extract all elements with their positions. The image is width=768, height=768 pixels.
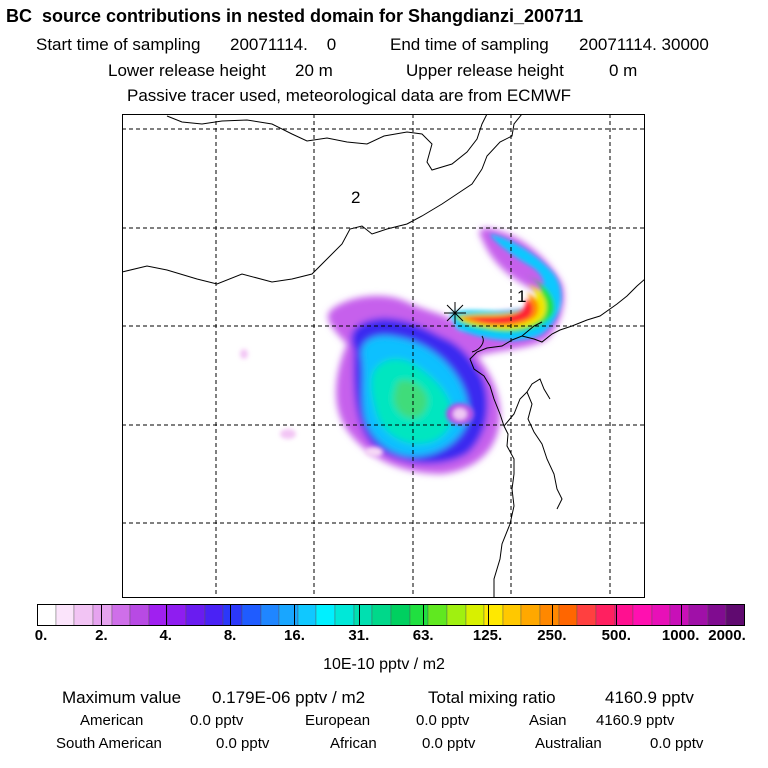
colorbar-cell (595, 604, 616, 626)
map-frame (122, 114, 645, 598)
total-mixing-value: 4160.9 pptv (605, 688, 694, 707)
colorbar-tick-label: 2. (95, 627, 108, 644)
region-label-2: 2 (351, 188, 360, 207)
colorbar-tick-label: 250. (537, 627, 567, 644)
end-time-label: End time of sampling (390, 35, 549, 54)
colorbar-cell (390, 604, 411, 626)
colorbar-cell (297, 604, 317, 626)
colorbar-cell (651, 604, 671, 626)
region-label-1: 1 (517, 287, 526, 306)
start-time-value: 20071114. 0 (230, 35, 337, 54)
colorbar-cell (204, 604, 224, 626)
colorbar-cell (241, 604, 262, 626)
end-time-value: 20071114. 30000 (579, 35, 709, 54)
plot-title: BC source contributions in nested domain… (6, 6, 584, 26)
colorbar-cell (427, 604, 448, 626)
start-time-label: Start time of sampling (36, 35, 201, 54)
colorbar-cell (576, 604, 597, 626)
colorbar-cell (92, 604, 113, 626)
colorbar-cell (725, 604, 745, 626)
african-value: 0.0 pptv (422, 735, 476, 752)
colorbar-tick-label: 500. (601, 627, 631, 644)
colorbar-major-dividers (101, 604, 682, 626)
colorbar-cell (539, 604, 560, 626)
colorbar-cell (111, 604, 131, 626)
colorbar-cell (334, 604, 355, 626)
colorbar-cell (278, 604, 299, 626)
colorbar-cell (260, 604, 280, 626)
lat-lon-gridlines (122, 114, 645, 598)
colorbar-cell (315, 604, 336, 626)
concentration-field (240, 228, 564, 474)
african-label: African (330, 735, 377, 752)
colorbar-cell (129, 604, 150, 626)
colorbar-cells (37, 604, 745, 626)
european-value: 0.0 pptv (416, 712, 470, 729)
colorbar-cell (73, 604, 94, 626)
australian-value: 0.0 pptv (650, 735, 704, 752)
asian-label: Asian (529, 712, 567, 729)
colorbar-cell (37, 604, 57, 626)
colorbar (37, 604, 745, 626)
american-value: 0.0 pptv (190, 712, 244, 729)
colorbar-cell (614, 604, 634, 626)
colorbar-cell (353, 604, 373, 626)
colorbar-tick-label: 1000. (661, 627, 700, 644)
colorbar-cell (483, 604, 504, 626)
colorbar-tick-label: 16. (284, 627, 305, 644)
receptor-site-marker (444, 302, 466, 324)
colorbar-cell (185, 604, 206, 626)
tracer-note: Passive tracer used, meteorological data… (127, 86, 572, 105)
colorbar-cell (707, 604, 727, 626)
colorbar-tick-label: 125. (472, 627, 503, 644)
lower-height-value: 20 m (295, 61, 333, 80)
colorbar-tick-label: 4. (159, 627, 172, 644)
colorbar-tick-label: 8. (223, 627, 237, 644)
colorbar-tick-label: 2000. (708, 627, 746, 644)
australian-label: Australian (535, 735, 602, 752)
colorbar-cell (371, 604, 392, 626)
colorbar-cell (669, 604, 690, 626)
colorbar-frame (37, 604, 745, 626)
colorbar-unit: 10E-10 pptv / m2 (323, 656, 445, 673)
colorbar-cell (465, 604, 485, 626)
colorbar-cell (632, 604, 653, 626)
colorbar-cell (502, 604, 522, 626)
colorbar-cell (446, 604, 467, 626)
colorbar-cell (520, 604, 541, 626)
colorbar-tick-label: 63. (412, 627, 434, 644)
south-american-value: 0.0 pptv (216, 735, 270, 752)
south-american-label: South American (56, 735, 162, 752)
colorbar-cell (558, 604, 578, 626)
upper-height-value: 0 m (609, 61, 638, 80)
upper-height-label: Upper release height (406, 61, 564, 80)
asian-value: 4160.9 pptv (596, 712, 675, 729)
lower-height-label: Lower release height (108, 61, 266, 80)
colorbar-tick-label: 0. (34, 627, 48, 644)
total-mixing-label: Total mixing ratio (428, 688, 556, 707)
european-label: European (305, 712, 371, 729)
coastline-lines (122, 114, 645, 598)
colorbar-cell (55, 604, 75, 626)
colorbar-cell (148, 604, 168, 626)
colorbar-cell (409, 604, 429, 626)
colorbar-cell (166, 604, 187, 626)
colorbar-cell (688, 604, 709, 626)
american-label: American (80, 712, 144, 729)
max-value-label: Maximum value (62, 688, 182, 707)
max-value: 0.179E-06 pptv / m2 (212, 688, 366, 707)
colorbar-tick-label: 31. (348, 627, 370, 644)
colorbar-cell (222, 604, 243, 626)
source-contribution-map: 1 2 (122, 114, 645, 598)
